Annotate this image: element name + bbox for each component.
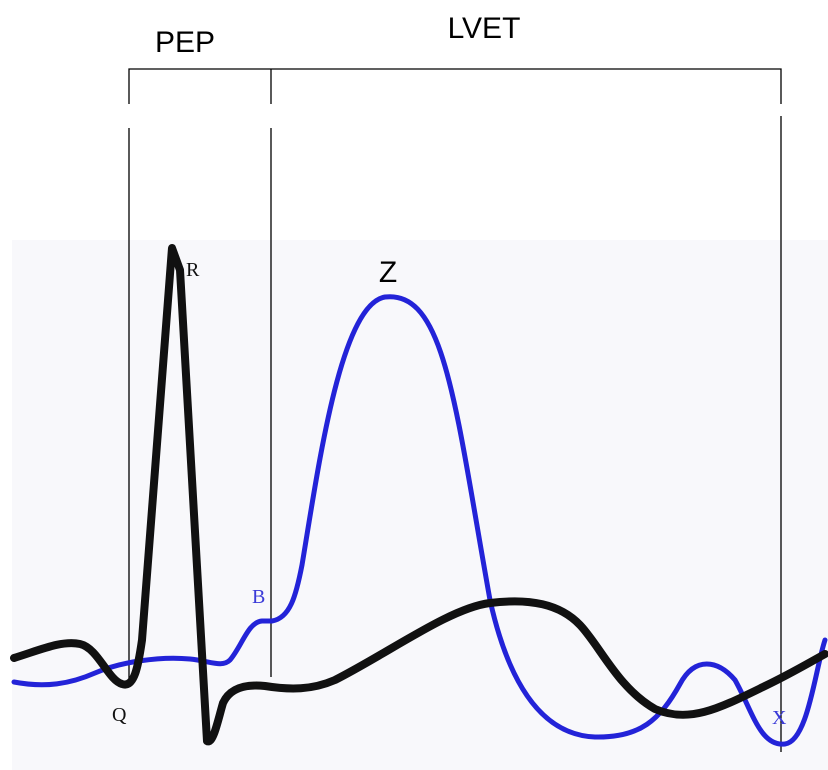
ecg-waveform xyxy=(10,244,828,746)
b-point-label: B xyxy=(252,586,265,608)
x-point-label: X xyxy=(772,707,787,729)
q-point-label: Q xyxy=(112,704,127,726)
z-peak-label: Z xyxy=(379,256,397,289)
pep-label: PEP xyxy=(155,26,215,59)
r-peak-label: R xyxy=(186,259,200,281)
icg-waveform xyxy=(11,294,828,747)
interval-bracket xyxy=(128,68,782,104)
plot-background xyxy=(12,240,828,770)
lvet-label: LVET xyxy=(448,12,521,45)
